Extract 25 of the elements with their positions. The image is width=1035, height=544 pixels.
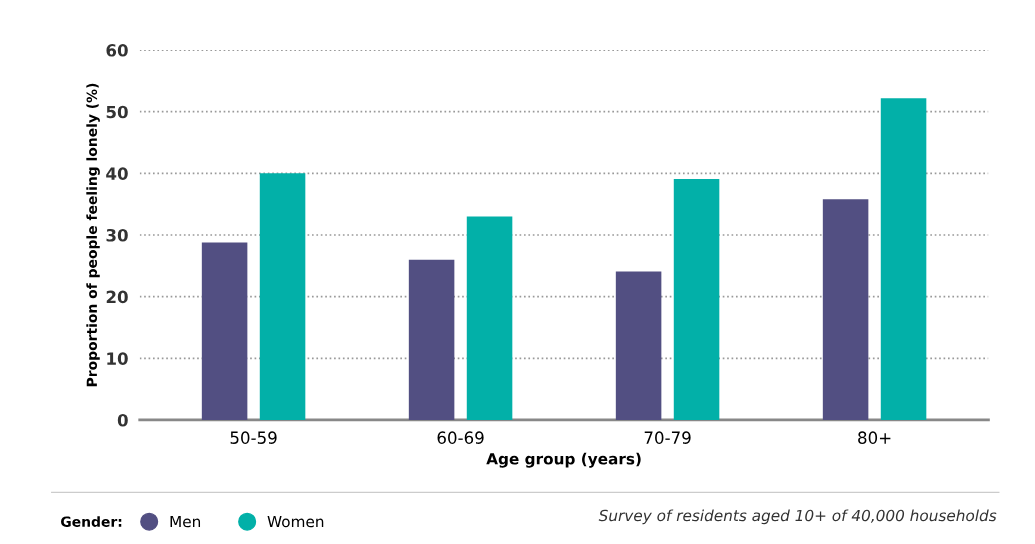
bar [880, 98, 927, 420]
y-axis-title: Proportion of people feeling lonely (%) [86, 83, 100, 387]
legend-label: Men [170, 515, 201, 528]
bar [615, 271, 662, 420]
x-tick-label: 70-79 [644, 431, 691, 444]
y-tick-label: 10 [107, 352, 128, 365]
bar [673, 178, 720, 420]
bar [201, 242, 248, 420]
y-tick-label: 50 [106, 105, 128, 119]
y-tick-label: 30 [106, 228, 128, 242]
y-tick-label: 40 [106, 167, 128, 180]
text: Survey of residents aged 10+ of 40,000 households [598, 509, 997, 525]
x-tick-label: 60-69 [437, 431, 484, 444]
bar [822, 199, 869, 420]
x-tick-label: 50-59 [230, 431, 277, 444]
x-axis-title: Age group (years) [486, 452, 641, 468]
y-tick-label: 60 [106, 44, 128, 57]
legend-title: Gender: [61, 516, 122, 527]
y-tick-label: 20 [106, 290, 128, 304]
bar [408, 259, 455, 420]
legend-label: Women [267, 515, 324, 528]
y-tick-label: 0 [117, 413, 128, 427]
x-tick-label: 80+ [858, 431, 891, 444]
bar [466, 216, 513, 420]
bar [259, 173, 306, 420]
